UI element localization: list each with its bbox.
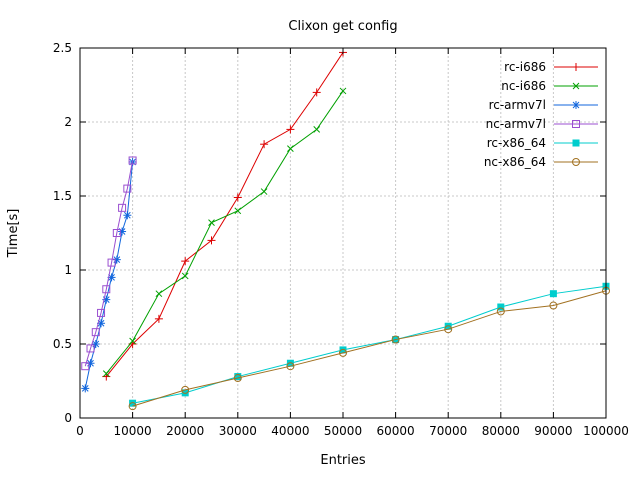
legend-item-rc-x86_64: rc-x86_64 [487,136,598,150]
y-axis-label: Time[s] [6,209,21,259]
series-line-rc-armv7l [84,161,134,389]
series-markers-nc-x86_64 [128,286,610,411]
legend-item-nc-x86_64: nc-x86_64 [484,155,598,169]
x-axis-label: Entries [320,453,366,468]
legend-label: nc-x86_64 [484,155,546,169]
legend-item-nc-armv7l: nc-armv7l [486,117,598,131]
series-markers-nc-i686 [102,87,347,377]
x-tick-label: 100000 [583,424,629,438]
plot-border [79,47,607,419]
legend-label: rc-i686 [504,60,546,74]
chart-title: Clixon get config [288,19,397,34]
legend-label: nc-armv7l [486,117,546,131]
x-tick-label: 70000 [429,424,467,438]
x-tick-label: 10000 [114,424,152,438]
series-line-nc-x86_64 [132,290,607,407]
y-tick-label: 1.5 [53,189,72,203]
x-tick-label: 80000 [482,424,520,438]
legend-label: nc-i686 [501,79,546,93]
y-tick-label: 2 [64,115,72,129]
grid-layer [80,48,606,418]
series-markers-rc-armv7l [81,157,137,393]
x-tick-label: 60000 [377,424,415,438]
x-tick-label: 90000 [534,424,572,438]
legend-item-rc-i686: rc-i686 [504,60,598,74]
series-line-nc-armv7l [84,160,134,367]
legend-item-rc-armv7l: rc-armv7l [489,98,598,112]
x-tick-label: 50000 [324,424,362,438]
x-tick-label: 40000 [271,424,309,438]
y-tick-label: 1 [64,263,72,277]
y-tick-label: 0.5 [53,337,72,351]
legend-item-nc-i686: nc-i686 [501,79,598,93]
axes-layer: 0 10000 20000 30000 40000 50000 60000 70000 8000… [53,41,629,438]
series-line-rc-i686 [105,52,344,377]
x-tick-label: 20000 [166,424,204,438]
y-tick-label: 0 [64,411,72,425]
legend-label: rc-x86_64 [487,136,546,150]
series-line-rc-x86_64 [132,285,607,404]
legend-label: rc-armv7l [489,98,546,112]
legend: rc-i686 nc-i686 rc-armv7l nc-armv7l rc-x86_6… [484,60,598,169]
series-markers-nc-armv7l [81,156,137,371]
series-layer [81,48,610,411]
y-tick-label: 2.5 [53,41,72,55]
series-line-nc-i686 [105,90,344,374]
x-tick-label: 30000 [219,424,257,438]
x-tick-label: 0 [76,424,84,438]
